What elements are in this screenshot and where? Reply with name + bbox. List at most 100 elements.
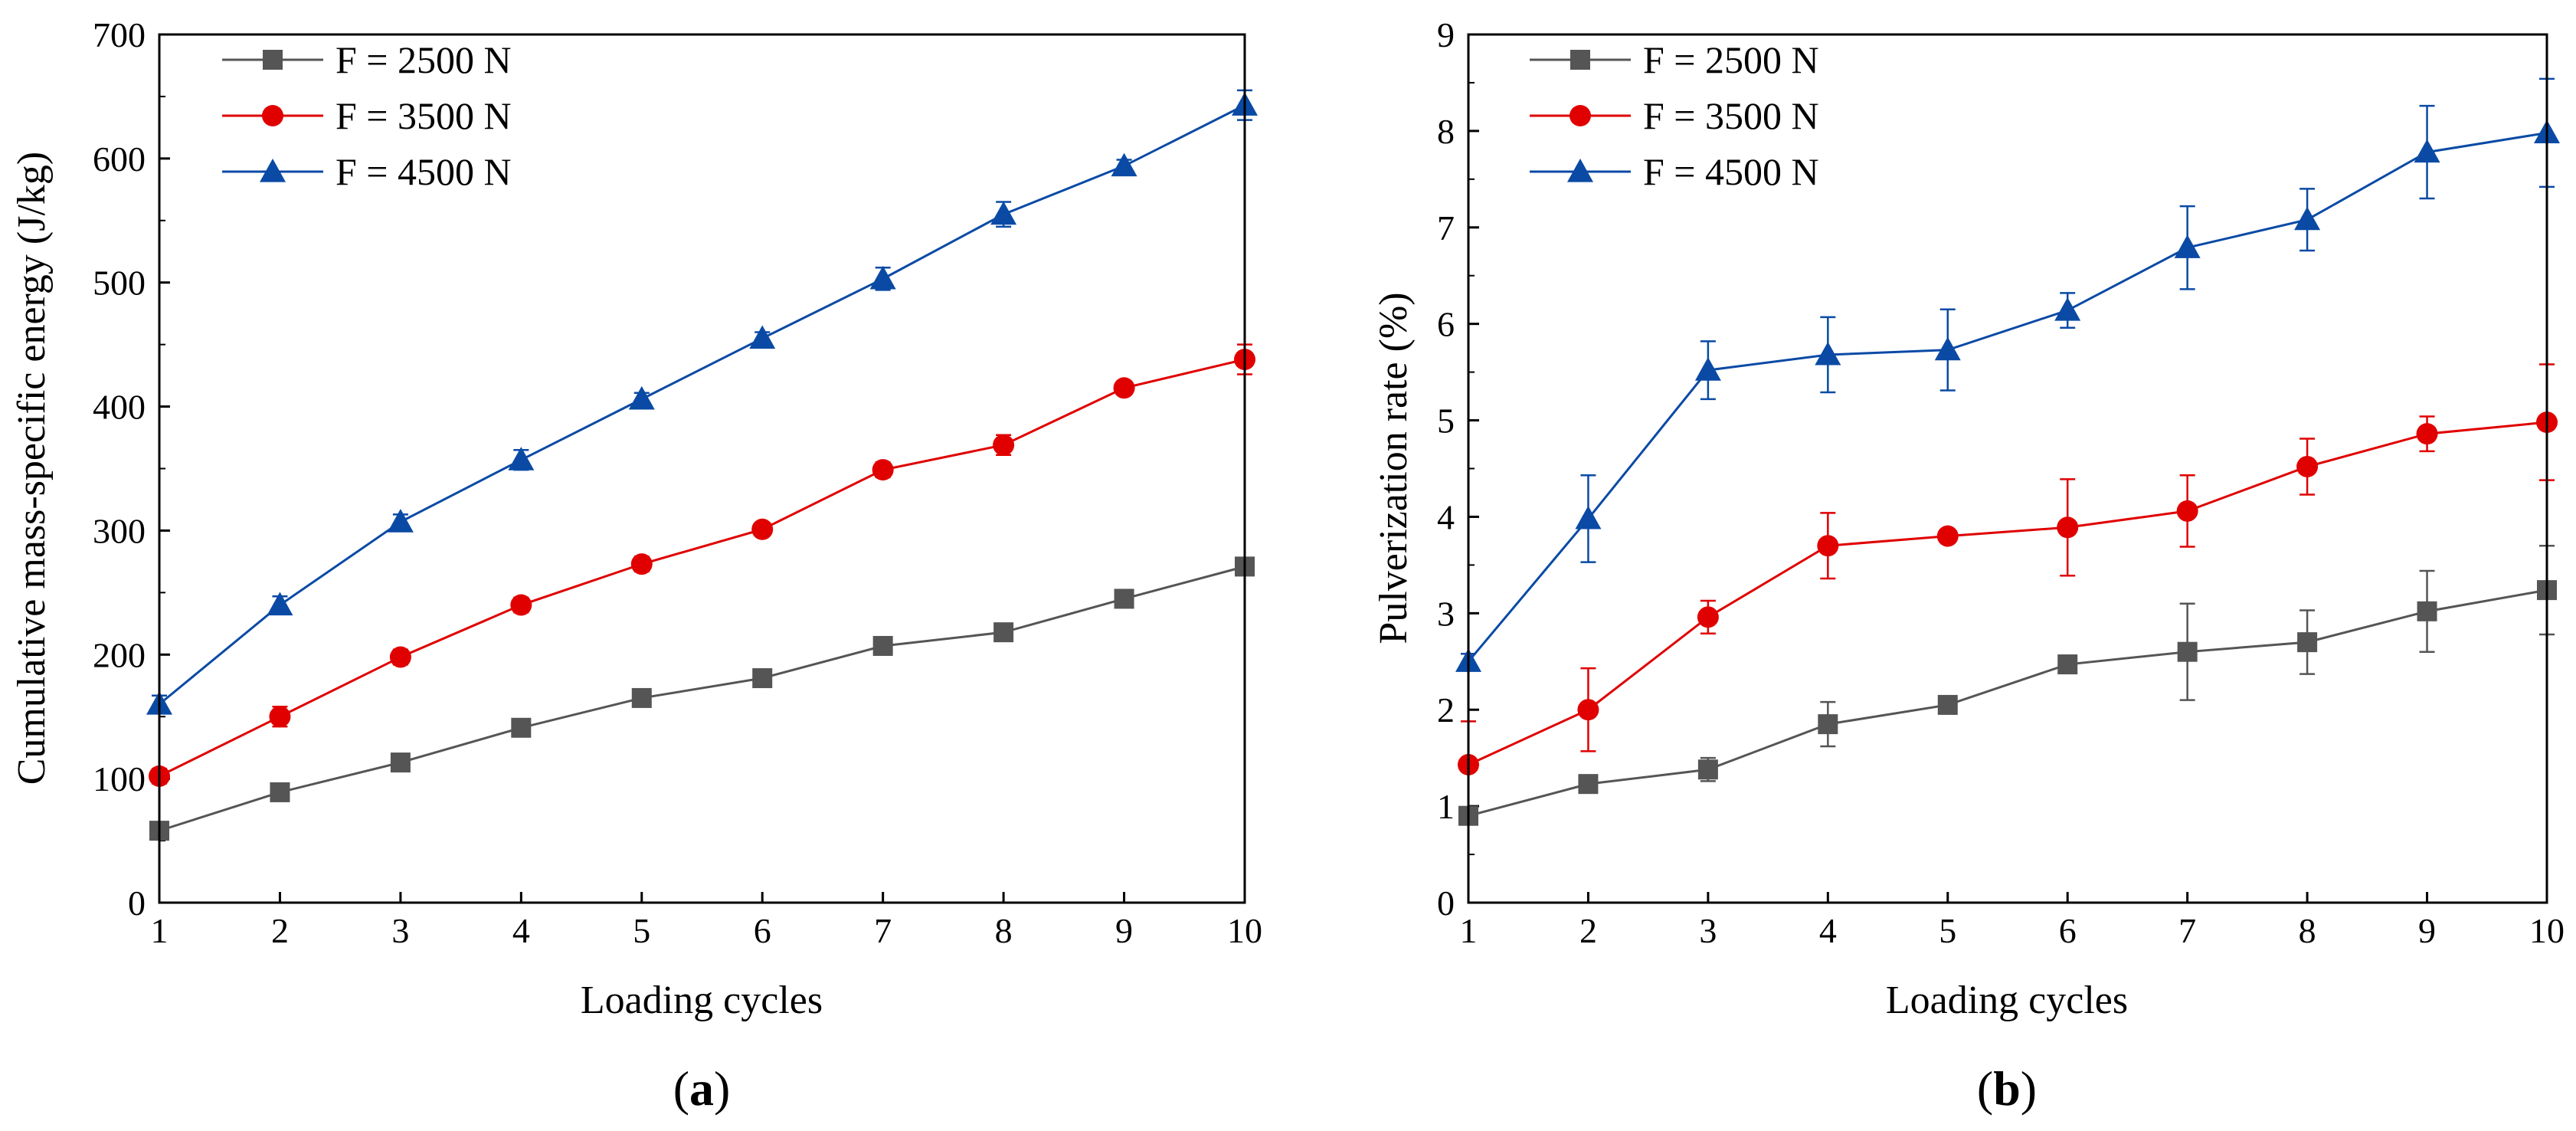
chart-b-x-tick-label: 3 <box>1699 911 1717 950</box>
chart-a-y-axis-label: Cumulative mass-specific energy (J/kg) <box>10 152 54 785</box>
chart-b-legend-marker <box>1567 159 1593 182</box>
chart-a-point-triangle <box>628 385 655 410</box>
chart-a-x-tick-label: 9 <box>1115 911 1133 950</box>
chart-a-y-tick-label: 100 <box>93 759 146 798</box>
chart-b-legend-item: F = 2500 N <box>1530 38 1819 81</box>
chart-a-point-triangle <box>267 592 293 616</box>
chart-b-legend: F = 2500 N F = 3500 N F = 4500 N <box>1530 38 1819 193</box>
chart-a-point-circle <box>872 459 894 481</box>
chart-a-x-tick-label: 10 <box>1227 911 1262 950</box>
chart-b-point-circle <box>1936 525 1959 547</box>
chart-a-legend-item: F = 2500 N <box>222 38 512 81</box>
chart-a-point-triangle <box>387 509 414 533</box>
chart-b-point-square <box>2177 641 2198 662</box>
chart-b-series-line-1 <box>1468 588 2548 818</box>
chart-b-point-triangle <box>2414 139 2440 163</box>
chart-a-point-circle <box>751 518 774 540</box>
chart-b-point-triangle <box>2294 206 2321 231</box>
chart-a-legend-label: F = 3500 N <box>336 94 512 137</box>
chart-a-series-line-1 <box>159 565 1245 832</box>
chart-a-legend-marker <box>262 105 283 126</box>
chart-b-point-triangle <box>1575 505 1602 529</box>
chart-b-y-tick-label: 9 <box>1437 15 1455 54</box>
chart-b-legend-label: F = 3500 N <box>1643 94 1819 137</box>
chart-b-point-triangle <box>1694 357 1721 381</box>
chart-a-x-tick-label: 1 <box>151 911 169 950</box>
chart-a-point-square <box>993 622 1014 643</box>
chart-b-point-square <box>2297 632 2318 653</box>
chart-b-legend-marker <box>1569 105 1591 126</box>
chart-a-point-triangle <box>749 325 776 349</box>
chart-a-point-square <box>511 717 532 738</box>
chart-b-x-tick-label: 2 <box>1579 911 1597 950</box>
chart-a-series-line-2 <box>159 358 1245 778</box>
chart-a-point-square <box>752 668 773 689</box>
chart-b-x-tick-label: 6 <box>2059 911 2077 950</box>
chart-b-x-tick-label: 8 <box>2299 911 2316 950</box>
chart-a-y-tick-label: 300 <box>93 511 146 550</box>
chart-a-point-triangle <box>1111 152 1137 177</box>
chart-a-x-tick-label: 6 <box>754 911 771 950</box>
chart-a-y-tick-label: 0 <box>128 883 146 923</box>
chart-b-x-tick-label: 4 <box>1819 911 1837 950</box>
chart-b-point-square <box>1697 759 1718 780</box>
chart-a-point-circle <box>389 646 411 668</box>
chart-b-point-circle <box>2057 516 2079 539</box>
chart-b-x-tick-label: 9 <box>2418 911 2436 950</box>
chart-a-y-tick-label: 200 <box>93 635 146 674</box>
chart-a-legend: F = 2500 N F = 3500 N F = 4500 N <box>222 38 512 193</box>
chart-a-x-tick-label: 3 <box>391 911 409 950</box>
chart-b-markers <box>1455 120 2560 826</box>
chart-a-x-tick-label: 7 <box>874 911 892 950</box>
chart-b-x-tick-label: 7 <box>2178 911 2196 950</box>
chart-b-panel-label: (b) <box>1977 1061 2037 1116</box>
chart-a-x-tick-label: 8 <box>995 911 1013 950</box>
chart-b-y-tick-label: 6 <box>1437 305 1455 344</box>
chart-b-point-square <box>2417 601 2437 621</box>
chart-b-y-tick-label: 5 <box>1437 402 1455 441</box>
chart-a-legend-label: F = 2500 N <box>336 38 512 81</box>
chart-b-legend-item: F = 4500 N <box>1530 150 1819 193</box>
chart-b-point-square <box>1578 774 1599 795</box>
chart-a-plot-frame <box>158 33 1246 904</box>
chart-a-markers <box>146 92 1258 841</box>
chart-a-point-circle <box>1113 377 1135 399</box>
chart-b-legend-item: F = 3500 N <box>1530 94 1819 137</box>
chart-a-y-tick-label: 600 <box>93 139 146 179</box>
chart-b-y-tick-label: 2 <box>1437 690 1455 729</box>
chart-a-lines <box>159 103 1245 832</box>
chart-a-point-circle <box>269 706 291 728</box>
chart-b-point-circle <box>2296 455 2319 477</box>
chart-b-point-square <box>2057 654 2078 675</box>
chart-b-point-square <box>1818 714 1838 735</box>
chart-b-point-circle <box>1577 699 1599 721</box>
chart-b-point-triangle <box>1815 341 1841 366</box>
chart-b-x-axis-label: Loading cycles <box>1886 979 2128 1022</box>
chart-a-point-square <box>631 687 652 708</box>
chart-a-series-line-3 <box>159 103 1245 706</box>
chart-a-point-square <box>872 635 893 656</box>
chart-a-point-square <box>270 782 290 802</box>
chart-a-x-tick-label: 4 <box>512 911 530 950</box>
chart-b-x-tick-label: 1 <box>1460 911 1478 950</box>
chart-b-y-tick-label: 3 <box>1437 594 1455 633</box>
chart-b-y-tick-label: 8 <box>1437 112 1455 151</box>
chart-a-legend-label: F = 4500 N <box>336 150 512 193</box>
chart-a-point-triangle <box>990 201 1017 225</box>
chart-a-point-circle <box>630 553 653 575</box>
chart-a-x-axis-label: Loading cycles <box>581 979 823 1022</box>
chart-b-x-tick-label: 10 <box>2529 911 2565 950</box>
chart-a-panel-label: (a) <box>673 1061 731 1116</box>
chart-a-point-triangle <box>869 265 896 290</box>
chart-b-legend-marker <box>1570 50 1590 70</box>
chart-b-point-circle <box>2416 423 2438 445</box>
chart-b-y-tick-label: 4 <box>1437 497 1455 536</box>
chart-b-point-circle <box>2176 500 2198 522</box>
chart-a-error-bars <box>152 89 1252 838</box>
chart-b-series-line-3 <box>1467 131 2548 663</box>
chart-a-x-tick-label: 2 <box>271 911 289 950</box>
chart-b-y-tick-label: 1 <box>1437 787 1455 826</box>
